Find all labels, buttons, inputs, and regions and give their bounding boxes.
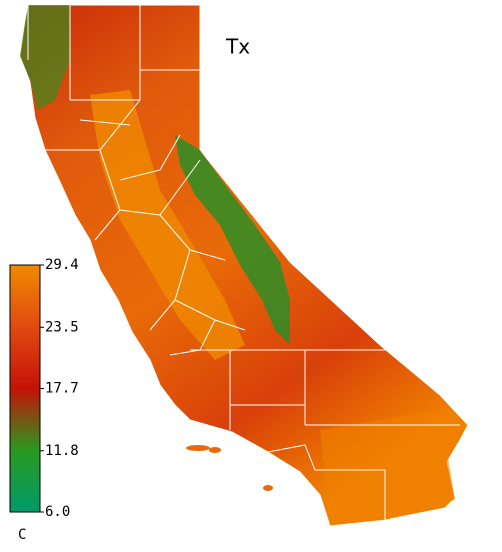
colorbar-tick-label: 11.8 <box>45 443 79 459</box>
colorbar-ramp <box>9 264 41 513</box>
north-coast-forest <box>20 5 70 110</box>
channel-islands <box>186 445 273 491</box>
county-lines <box>27 5 460 520</box>
colorbar: C 29.4 23.5 17.7 11.8 6.0 <box>9 257 79 543</box>
colorbar-tick-label: 23.5 <box>45 319 79 335</box>
colorbar-tick-label: 29.4 <box>45 257 79 273</box>
colorbar-tick-label: 6.0 <box>45 504 70 520</box>
colorbar-unit: C <box>18 527 26 543</box>
colorbar-tick-label: 17.7 <box>45 381 79 397</box>
sierra-nevada <box>175 135 290 345</box>
central-valley <box>90 90 245 360</box>
california <box>19 4 469 527</box>
desert <box>320 410 455 525</box>
map-title: Tx <box>225 35 250 59</box>
